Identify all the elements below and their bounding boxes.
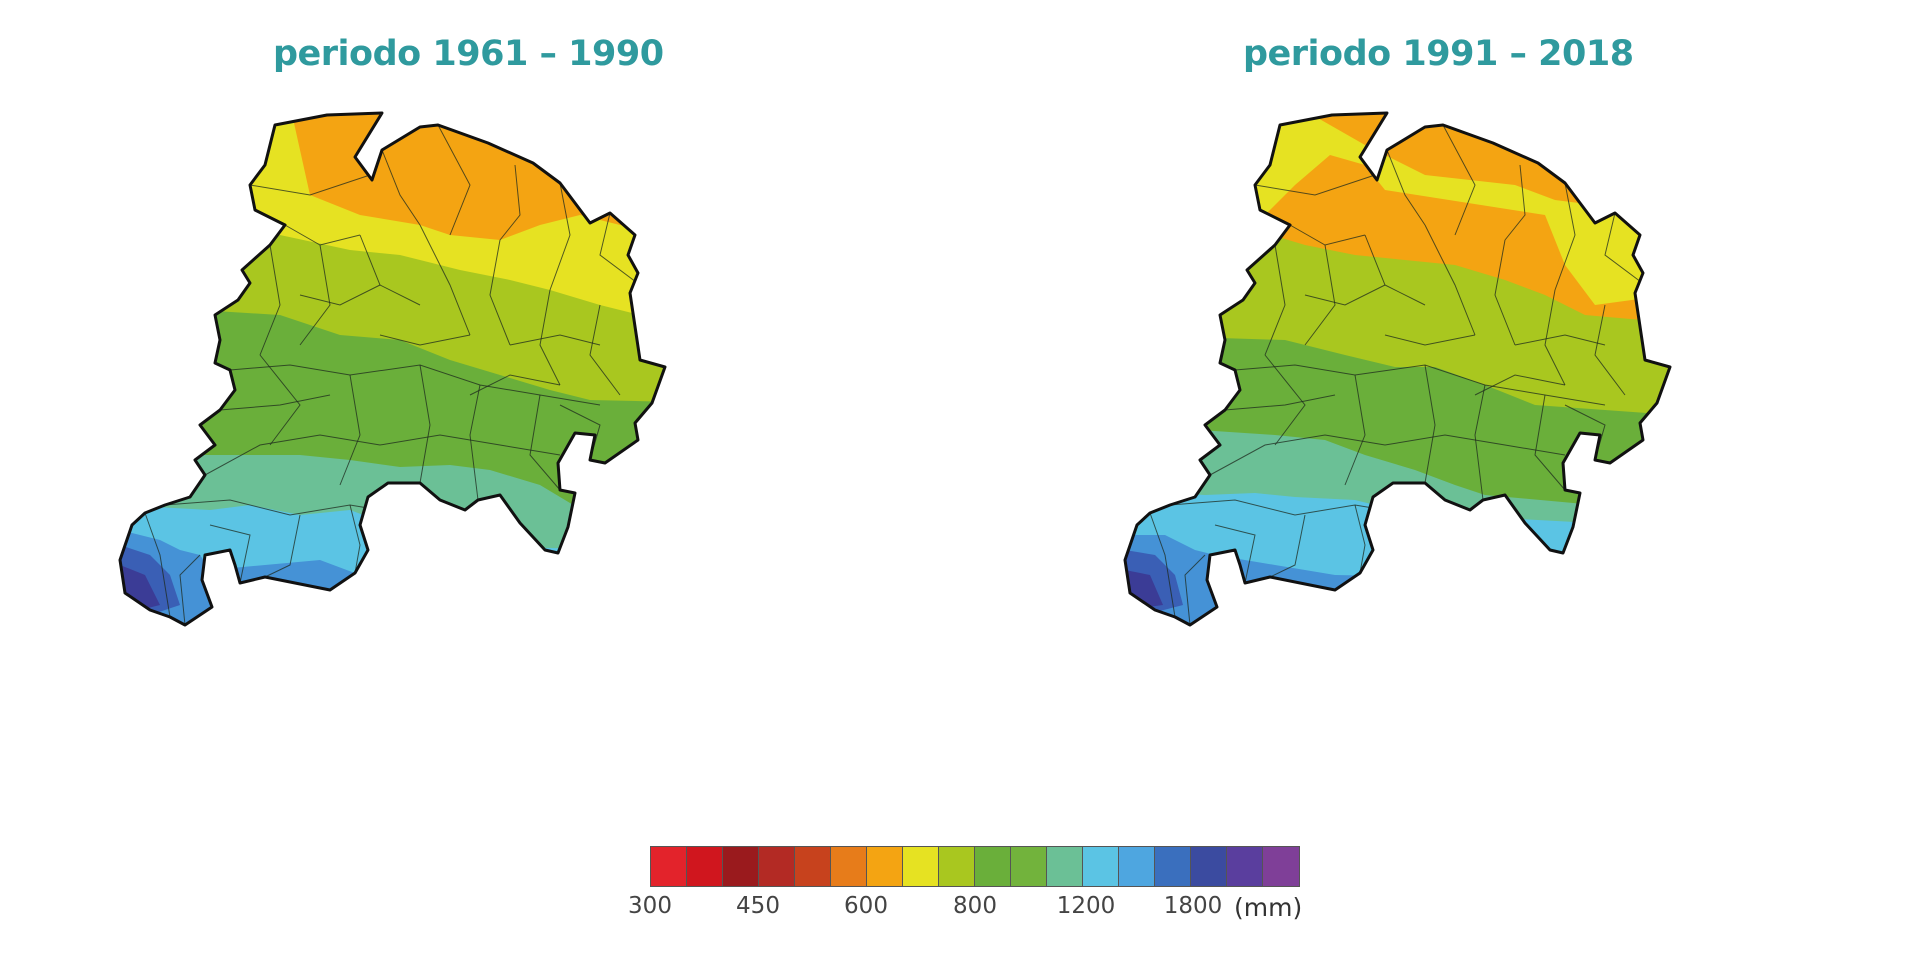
colorbar-swatch xyxy=(1119,847,1155,886)
municipality-boundary xyxy=(1224,394,1336,411)
precip-band-1200 xyxy=(1125,490,1670,625)
municipality-boundary xyxy=(1304,284,1386,306)
map-title-1991-2018: periodo 1991 – 2018 xyxy=(1243,34,1634,74)
municipality-boundary xyxy=(1594,304,1626,396)
municipality-boundary xyxy=(1354,504,1366,574)
colorbar-swatch xyxy=(831,847,867,886)
municipality-boundary xyxy=(249,174,371,196)
municipality-boundary xyxy=(1514,334,1606,346)
municipality-boundary xyxy=(589,304,621,396)
colorbar-swatch xyxy=(1011,847,1047,886)
municipality-boundary xyxy=(1264,354,1306,446)
municipality-boundary xyxy=(381,149,421,226)
municipality-boundary xyxy=(299,284,381,306)
municipality-boundary xyxy=(1209,434,1566,476)
colorbar-swatch xyxy=(723,847,759,886)
colorbar-swatch xyxy=(1083,847,1119,886)
colorbar-tick-800: 800 xyxy=(953,893,997,919)
municipality-boundary xyxy=(509,334,601,346)
colorbar-tick-300: 300 xyxy=(628,893,672,919)
municipality-boundary xyxy=(259,244,281,356)
municipality-boundary xyxy=(1424,224,1476,336)
municipality-boundary xyxy=(1264,244,1286,356)
municipality-boundary xyxy=(299,244,331,346)
colorbar-swatch xyxy=(759,847,795,886)
municipality-boundary xyxy=(204,434,561,476)
municipality-boundary xyxy=(367,514,411,551)
municipality-boundary xyxy=(1534,394,1566,491)
precip-band-1400 xyxy=(1125,535,1670,625)
municipality-boundary xyxy=(259,354,301,446)
municipality-boundary xyxy=(339,374,361,486)
map-title-1961-1990: periodo 1961 – 1990 xyxy=(273,34,664,74)
colorbar-tick-450: 450 xyxy=(736,893,780,919)
precip-band-1000 xyxy=(120,455,665,625)
colorbar-swatch xyxy=(651,847,687,886)
municipality-boundary xyxy=(499,164,521,241)
municipality-boundary xyxy=(1384,334,1476,346)
municipality-boundaries xyxy=(144,124,641,625)
colorbar-swatch xyxy=(687,847,723,886)
precipitation-map-1991-2018 xyxy=(1123,111,1672,627)
municipality-boundary xyxy=(1269,514,1306,578)
municipality-boundary xyxy=(1504,164,1526,241)
colorbar-swatch xyxy=(903,847,939,886)
municipality-boundary xyxy=(379,334,471,346)
municipality-boundary xyxy=(469,374,561,396)
municipality-boundary xyxy=(469,384,481,501)
municipality-boundary xyxy=(1214,524,1256,584)
municipality-boundary xyxy=(179,554,201,625)
colorbar-swatch xyxy=(795,847,831,886)
colorbar-tick-1800: 1800 xyxy=(1163,893,1223,919)
colorbar-swatch xyxy=(1191,847,1227,886)
municipality-boundary xyxy=(1344,374,1366,486)
municipality-boundary xyxy=(529,394,561,491)
municipality-boundaries xyxy=(1149,124,1646,625)
municipality-boundary xyxy=(1474,374,1566,396)
colorbar-swatch xyxy=(1263,847,1299,886)
colorbar-swatch xyxy=(1047,847,1083,886)
municipality-boundary xyxy=(489,239,511,346)
municipality-boundary xyxy=(1604,212,1646,286)
municipality-boundary xyxy=(1386,149,1426,226)
precipitation-bands xyxy=(1125,113,1670,625)
municipality-boundary xyxy=(549,182,571,291)
colorbar-swatch xyxy=(975,847,1011,886)
precipitation-map-1961-1990 xyxy=(118,111,667,627)
municipality-boundary xyxy=(1544,289,1566,386)
province-boundary xyxy=(1123,111,1672,627)
colorbar-swatch xyxy=(867,847,903,886)
precipitation-colorbar xyxy=(650,846,1300,887)
municipality-boundary xyxy=(599,212,641,286)
municipality-boundary xyxy=(1254,174,1376,196)
colorbar-tick-600: 600 xyxy=(844,893,888,919)
colorbar-tick-1200: 1200 xyxy=(1056,893,1116,919)
colorbar-unit-label: (mm) xyxy=(1234,893,1303,922)
municipality-boundary xyxy=(1149,512,1176,618)
precip-band-1400 xyxy=(120,530,665,625)
municipality-boundary xyxy=(349,504,361,574)
municipality-boundary xyxy=(1424,364,1436,484)
municipality-boundary xyxy=(1442,124,1476,236)
municipality-boundary xyxy=(1372,514,1416,551)
precipitation-bands xyxy=(120,113,665,625)
precip-band-1200 xyxy=(120,505,665,625)
municipality-boundary xyxy=(1494,239,1516,346)
colorbar-swatch xyxy=(1155,847,1191,886)
municipality-boundary xyxy=(1474,384,1486,501)
municipality-boundary xyxy=(539,289,561,386)
municipality-boundary xyxy=(1184,554,1206,625)
municipality-boundary xyxy=(437,124,471,236)
colorbar-swatch xyxy=(939,847,975,886)
municipality-boundary xyxy=(264,514,301,578)
municipality-boundary xyxy=(419,364,431,484)
municipality-boundary xyxy=(1304,244,1336,346)
municipality-boundary xyxy=(419,224,471,336)
municipality-boundary xyxy=(209,524,251,584)
colorbar-swatch xyxy=(1227,847,1263,886)
municipality-boundary xyxy=(144,512,171,618)
province-boundary xyxy=(118,111,667,627)
municipality-boundary xyxy=(219,394,331,411)
municipality-boundary xyxy=(1554,182,1576,291)
